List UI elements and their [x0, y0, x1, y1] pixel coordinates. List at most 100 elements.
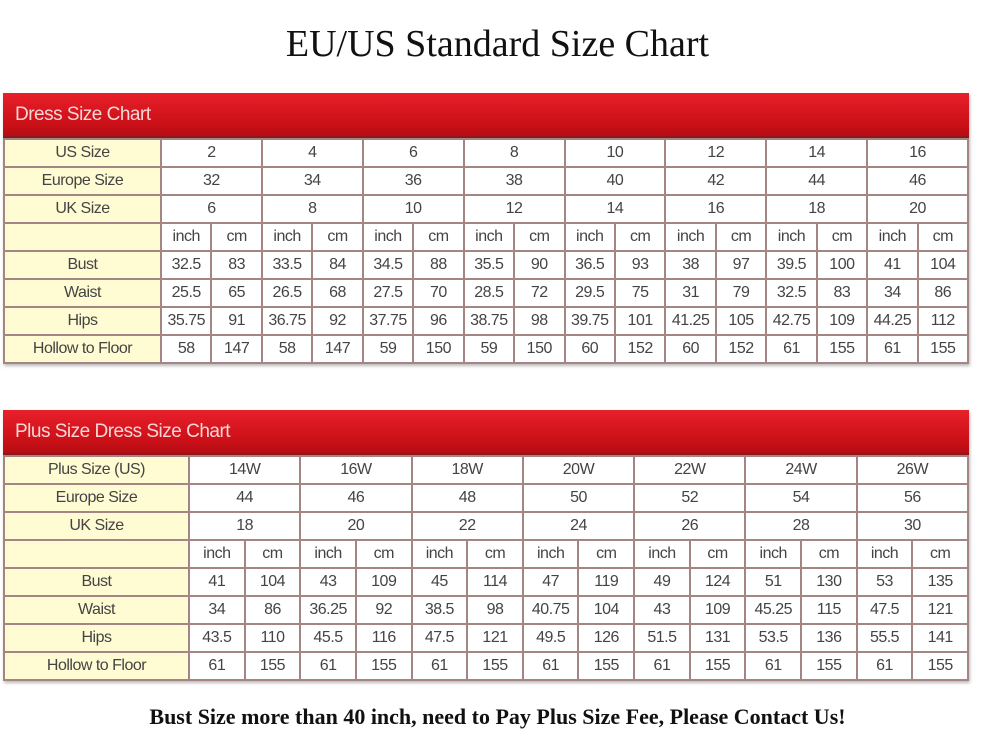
measure-cell: 150 — [513, 334, 566, 364]
unit-cm: cm — [714, 222, 768, 252]
row-label: Plus Size (US) — [3, 455, 190, 485]
size-cell: 42 — [664, 166, 768, 196]
measure-cell: 68 — [311, 278, 364, 308]
measure-cell: 41 — [866, 250, 919, 280]
size-cell: 14 — [563, 194, 667, 224]
measure-cell: 38 — [664, 250, 717, 280]
measure-row: Waist 25.5 65 26.5 68 27.5 70 28.5 72 29.5 75 31 79 3… — [3, 278, 970, 308]
measure-cell: 31 — [664, 278, 717, 308]
size-cell: 38 — [462, 166, 566, 196]
measure-cell: 155 — [243, 651, 302, 681]
measure-cell: 32.5 — [765, 278, 818, 308]
size-cell: 24 — [521, 511, 636, 541]
measure-cell: 119 — [577, 567, 636, 597]
unit-cm: cm — [577, 539, 636, 569]
measure-cell: 47 — [521, 567, 580, 597]
measure-cell: 40.75 — [521, 595, 580, 625]
measure-cell: 61 — [765, 334, 818, 364]
measure-cell: 47.5 — [855, 595, 914, 625]
size-cell: 16 — [866, 138, 969, 168]
measure-cell: 43 — [633, 595, 691, 625]
measure-cell: 141 — [911, 623, 969, 653]
row-label: Europe Size — [3, 483, 190, 513]
measure-cell: 38.75 — [462, 306, 516, 336]
measure-cell: 59 — [361, 334, 415, 364]
measure-cell: 29.5 — [563, 278, 616, 308]
measure-cell: 115 — [800, 595, 858, 625]
measure-cell: 41.25 — [664, 306, 717, 336]
measure-cell: 55.5 — [855, 623, 914, 653]
size-cell: 16W — [299, 455, 413, 485]
size-cell: 22W — [633, 455, 747, 485]
size-row: Europe Size 32 34 36 38 40 42 44 46 — [3, 166, 969, 196]
measure-cell: 86 — [916, 278, 970, 308]
measure-cell: 45.25 — [744, 595, 803, 625]
measure-cell: 72 — [513, 278, 566, 308]
measure-cell: 36.75 — [260, 306, 314, 336]
size-cell: 10 — [361, 194, 465, 224]
size-cell: 12 — [664, 138, 768, 168]
measure-cell: 109 — [815, 306, 869, 336]
measure-cell: 121 — [466, 623, 524, 653]
measure-cell: 36.25 — [299, 595, 357, 625]
measure-row: Waist 34 86 36.25 92 38.5 98 40.75 104 43 109 45.25… — [3, 595, 969, 625]
unit-cm: cm — [210, 222, 263, 252]
unit-cm: cm — [815, 222, 869, 252]
size-cell: 20W — [521, 455, 636, 485]
measure-cell: 65 — [210, 278, 263, 308]
measure-cell: 61 — [188, 651, 246, 681]
size-cell: 4 — [260, 138, 364, 168]
measure-cell: 32.5 — [159, 250, 213, 280]
row-label: Hips — [3, 306, 162, 336]
size-cell: 18 — [765, 194, 869, 224]
measure-cell: 104 — [577, 595, 636, 625]
measure-cell: 27.5 — [361, 278, 415, 308]
measure-cell: 155 — [815, 334, 869, 364]
row-label: Hollow to Floor — [3, 334, 162, 364]
row-label: Waist — [3, 595, 190, 625]
measure-cell: 135 — [911, 567, 969, 597]
measure-row: Bust 41 104 43 109 45 114 47 119 49 124 51 130 53 135 — [3, 567, 969, 597]
measure-cell: 155 — [577, 651, 636, 681]
size-row: Plus Size (US) 14W 16W 18W 20W 22W 24W 26W — [3, 455, 970, 485]
measure-cell: 61 — [855, 651, 914, 681]
measure-cell: 75 — [613, 278, 667, 308]
measure-row: Hips 35.75 91 36.75 92 37.75 96 38.75 98 39.75 101… — [3, 306, 970, 336]
measure-cell: 83 — [210, 250, 263, 280]
measure-cell: 39.5 — [765, 250, 818, 280]
unit-inch: inch — [410, 539, 469, 569]
measure-cell: 93 — [613, 250, 667, 280]
size-cell: 2 — [160, 138, 263, 168]
measure-cell: 109 — [688, 595, 747, 625]
measure-cell: 84 — [311, 250, 364, 280]
measure-cell: 43 — [299, 567, 357, 597]
measure-cell: 44.25 — [866, 306, 919, 336]
measure-cell: 126 — [577, 623, 636, 653]
measure-cell: 60 — [563, 334, 616, 364]
size-cell: 26 — [633, 511, 747, 541]
measure-cell: 34.5 — [361, 250, 415, 280]
size-cell: 46 — [866, 166, 969, 196]
size-cell: 6 — [160, 194, 263, 224]
unit-row: inch cm inch cm inch cm inch cm inch cm inch cm inch… — [3, 539, 969, 569]
measure-cell: 59 — [462, 334, 516, 364]
measure-cell: 90 — [513, 250, 566, 280]
measure-cell: 105 — [714, 306, 768, 336]
unit-cm: cm — [466, 539, 524, 569]
measure-cell: 83 — [815, 278, 869, 308]
measure-cell: 98 — [513, 306, 566, 336]
measure-cell: 51 — [744, 567, 803, 597]
size-table: US Size 2 4 6 8 10 12 14 16 Europe Size 32 34 36 38 40… — [3, 138, 970, 364]
measure-cell: 147 — [311, 334, 364, 364]
measure-row: Hollow to Floor 61 155 61 155 61 155 61 155 61 155… — [3, 651, 969, 681]
measure-cell: 53.5 — [744, 623, 803, 653]
size-cell: 6 — [361, 138, 465, 168]
measure-cell: 61 — [299, 651, 357, 681]
measure-cell: 91 — [210, 306, 263, 336]
size-cell: 36 — [361, 166, 465, 196]
measure-cell: 124 — [688, 567, 747, 597]
measure-cell: 114 — [466, 567, 524, 597]
size-row: UK Size 6 8 10 12 14 16 18 20 — [3, 194, 969, 224]
measure-cell: 152 — [613, 334, 667, 364]
unit-inch: inch — [159, 222, 213, 252]
